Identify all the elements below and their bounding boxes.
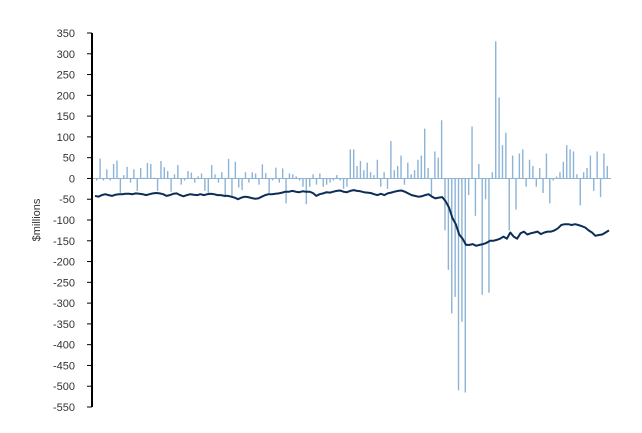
y-tick-label: -100 (53, 215, 75, 227)
y-tick-label: 0 (69, 173, 75, 185)
line-series (94, 189, 610, 247)
y-tick-label: 200 (57, 90, 75, 102)
y-tick-label: 50 (63, 153, 75, 165)
y-tick-label: -400 (53, 340, 75, 352)
y-tick-label: -450 (53, 360, 75, 372)
y-tick-label: 250 (57, 70, 75, 82)
y-tick-label: 150 (57, 111, 75, 123)
y-tick-label: -250 (53, 277, 75, 289)
y-tick-label: -150 (53, 236, 75, 248)
y-tick-label: -50 (59, 194, 75, 206)
y-tick-label: 350 (57, 28, 75, 40)
y-tick-label: -200 (53, 257, 75, 269)
y-tick-label: -500 (53, 381, 75, 393)
y-ticks: 350 300 250 200 150 100 50 0 -50 -100 -150 -200 -250… (53, 28, 92, 414)
y-tick-label: -300 (53, 298, 75, 310)
y-axis-label: $millions (31, 198, 43, 241)
y-tick-label: 100 (57, 132, 75, 144)
y-tick-label: -350 (53, 319, 75, 331)
y-tick-label: 300 (57, 49, 75, 61)
bar-series (95, 41, 609, 393)
y-tick-label: -550 (53, 402, 75, 414)
